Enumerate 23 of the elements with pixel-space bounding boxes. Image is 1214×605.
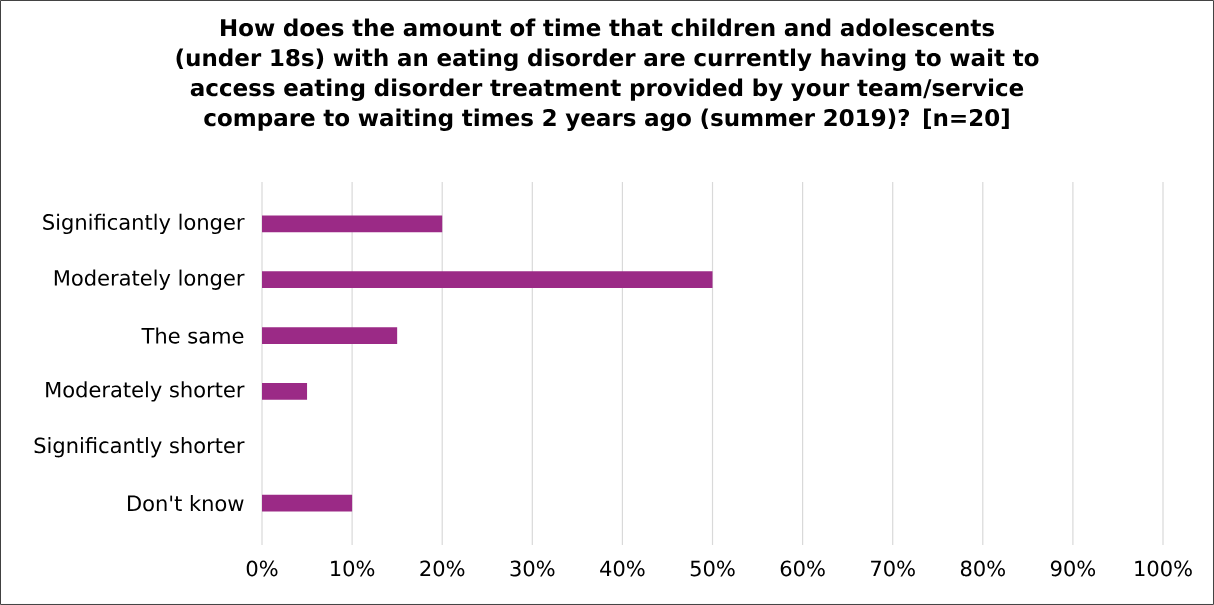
x-tick-label: 90% [1050,560,1096,577]
bar [262,271,713,289]
y-tick-label: Don't know [128,494,244,512]
bar [262,327,398,344]
y-tick-label: Moderately longer [54,269,245,290]
x-tick-label: 20% [420,560,465,577]
bar [262,215,443,233]
chart-title: How does the amount of time that children and adolescents (under 18s) with an eating disorder are currently having to wait to access eating disorder treatment provided by your team/service compare to waiting times 2 years ago (summer 2019)? [n=20] [176,18,1039,131]
y-tick-label: Significantly longer [43,213,245,235]
x-tick-label: 60% [780,560,825,577]
x-tick-label: 40% [600,560,645,577]
y-tick-label: The same [141,327,244,344]
x-tick-label: 70% [871,560,915,577]
bar [262,383,308,400]
x-tick-label: 80% [960,560,1005,577]
x-tick-label: 50% [690,560,735,577]
x-tick-label: 100% [1135,560,1192,577]
x-tick-label: 0% [246,560,278,577]
x-tick-label: 10% [331,560,375,577]
y-tick-label: Significantly shorter [34,437,245,458]
y-tick-label: Moderately shorter [46,381,245,402]
bar [262,494,353,512]
x-tick-label: 30% [510,560,555,577]
